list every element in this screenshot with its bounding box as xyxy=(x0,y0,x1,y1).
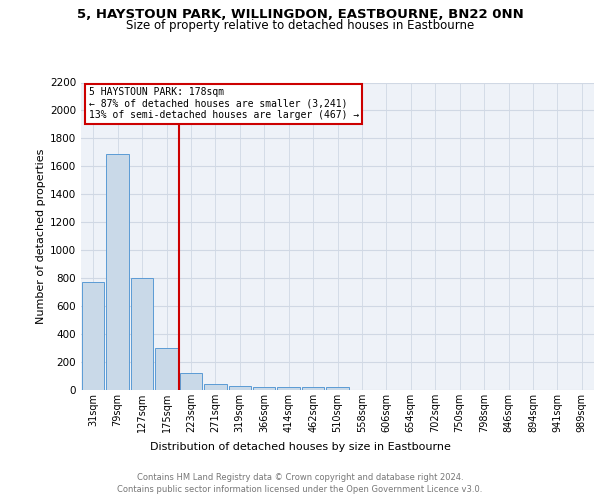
Bar xyxy=(106,154,129,390)
Y-axis label: Number of detached properties: Number of detached properties xyxy=(36,148,46,324)
Bar xyxy=(179,373,202,390)
Bar xyxy=(204,384,227,390)
Bar xyxy=(326,387,349,390)
Bar xyxy=(277,387,300,390)
Text: Size of property relative to detached houses in Eastbourne: Size of property relative to detached ho… xyxy=(126,19,474,32)
Text: 5, HAYSTOUN PARK, WILLINGDON, EASTBOURNE, BN22 0NN: 5, HAYSTOUN PARK, WILLINGDON, EASTBOURNE… xyxy=(77,8,523,20)
Text: Contains HM Land Registry data © Crown copyright and database right 2024.: Contains HM Land Registry data © Crown c… xyxy=(137,472,463,482)
Bar xyxy=(155,348,178,390)
Bar xyxy=(229,386,251,390)
Text: Contains public sector information licensed under the Open Government Licence v3: Contains public sector information licen… xyxy=(118,485,482,494)
Bar xyxy=(253,386,275,390)
Bar xyxy=(302,387,325,390)
Text: 5 HAYSTOUN PARK: 178sqm
← 87% of detached houses are smaller (3,241)
13% of semi: 5 HAYSTOUN PARK: 178sqm ← 87% of detache… xyxy=(89,87,359,120)
Text: Distribution of detached houses by size in Eastbourne: Distribution of detached houses by size … xyxy=(149,442,451,452)
Bar xyxy=(82,282,104,390)
Bar xyxy=(131,278,154,390)
